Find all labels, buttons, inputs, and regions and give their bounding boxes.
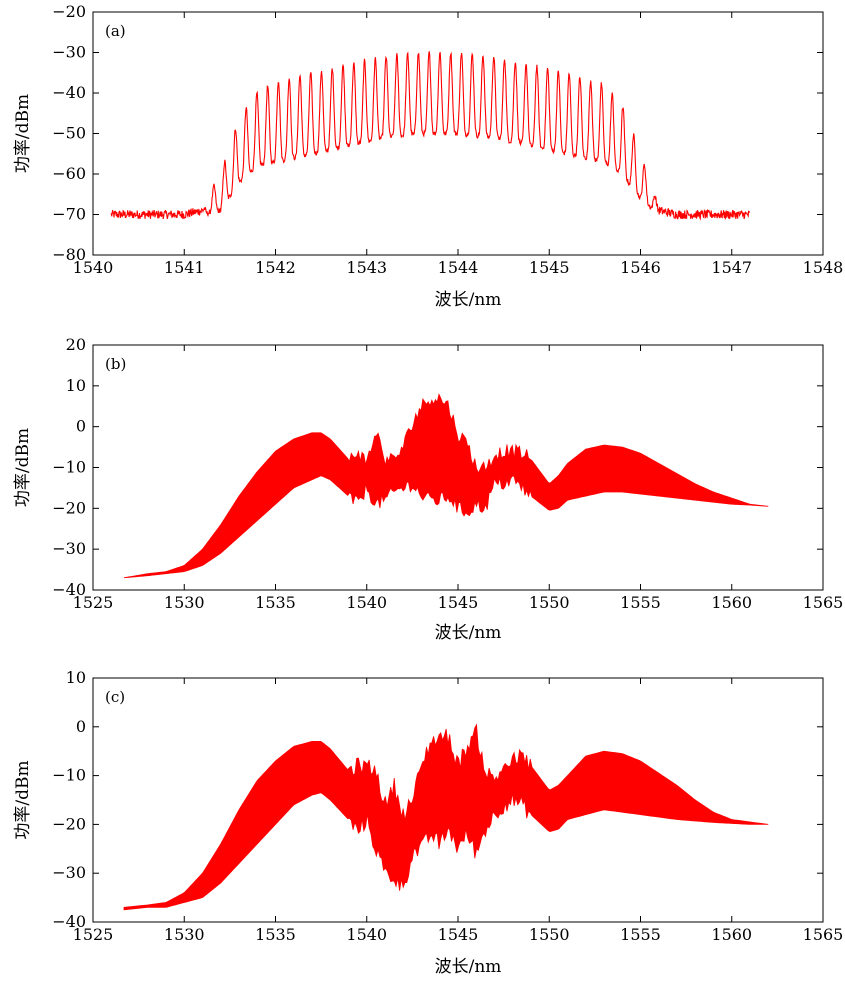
x-tick-label: 1530: [164, 593, 205, 612]
x-tick-label: 1565: [803, 925, 844, 944]
x-axis-title: 波长/nm: [435, 623, 502, 643]
x-tick-label: 1565: [803, 593, 844, 612]
y-tick-label: −40: [52, 912, 86, 931]
x-tick-label: 1535: [255, 593, 296, 612]
x-tick-label: 1525: [73, 593, 114, 612]
panel-label: (c): [105, 688, 125, 706]
y-tick-label: −20: [52, 2, 86, 21]
y-tick-label: −40: [52, 580, 86, 599]
x-axis-title: 波长/nm: [435, 290, 502, 310]
y-tick-label: −40: [52, 83, 86, 102]
spectrum-band: [123, 393, 769, 579]
panel-label: (a): [105, 22, 126, 40]
y-tick-label: −30: [52, 539, 86, 558]
y-axis-title: 功率/dBm: [13, 760, 33, 839]
y-axis-title: 功率/dBm: [13, 428, 33, 507]
y-tick-label: 20: [66, 335, 86, 354]
x-tick-label: 1560: [711, 925, 752, 944]
x-tick-label: 1541: [164, 258, 205, 277]
chart-panel-b: 1525 1530 1535 1540 1545 1550 1555 1560 1565 −40 −…: [13, 335, 843, 643]
y-tick-label: −30: [52, 863, 86, 882]
chart-panel-a: 1540 1541 1542 1543 1544 1545 1546 1547 1548 −80 −…: [13, 2, 843, 310]
y-tick-label: 0: [76, 717, 86, 736]
y-tick-label: −70: [52, 205, 86, 224]
chart-panel-c: 1525 1530 1535 1540 1545 1550 1555 1560 1565 −40 −…: [13, 668, 843, 977]
y-axis-title: 功率/dBm: [13, 94, 33, 173]
plot-frame: [92, 11, 824, 256]
x-tick-label: 1550: [529, 925, 570, 944]
x-tick-label: 1542: [255, 258, 296, 277]
x-tick-label: 1547: [711, 258, 752, 277]
panel-label: (b): [105, 355, 126, 373]
y-tick-label: −20: [52, 498, 86, 517]
y-tick-label: −80: [52, 245, 86, 264]
x-axis-title: 波长/nm: [435, 957, 502, 977]
y-tick-label: −50: [52, 124, 86, 143]
x-tick-label: 1545: [529, 258, 570, 277]
y-tick-label: 10: [66, 668, 86, 687]
y-tick-label: −10: [52, 766, 86, 785]
y-tick-label: −60: [52, 164, 86, 183]
x-tick-label: 1543: [346, 258, 387, 277]
x-tick-label: 1545: [438, 925, 479, 944]
x-tick-label: 1544: [438, 258, 479, 277]
x-tick-label: 1535: [255, 925, 296, 944]
spectrum-band: [123, 723, 769, 911]
x-tick-label: 1525: [73, 925, 114, 944]
x-tick-label: 1555: [620, 925, 661, 944]
y-tick-label: −30: [52, 43, 86, 62]
y-tick-label: −10: [52, 458, 86, 477]
x-tick-label: 1550: [529, 593, 570, 612]
x-tick-label: 1540: [346, 925, 387, 944]
x-tick-label: 1530: [164, 925, 205, 944]
x-tick-label: 1540: [346, 593, 387, 612]
y-tick-label: −20: [52, 814, 86, 833]
x-tick-label: 1545: [438, 593, 479, 612]
y-tick-label: 10: [66, 376, 86, 395]
x-tick-label: 1555: [620, 593, 661, 612]
y-tick-label: 0: [76, 417, 86, 436]
x-tick-label: 1540: [73, 258, 114, 277]
spectrum-line: [110, 51, 751, 221]
x-tick-label: 1560: [711, 593, 752, 612]
x-tick-label: 1548: [803, 258, 844, 277]
x-tick-label: 1546: [620, 258, 661, 277]
